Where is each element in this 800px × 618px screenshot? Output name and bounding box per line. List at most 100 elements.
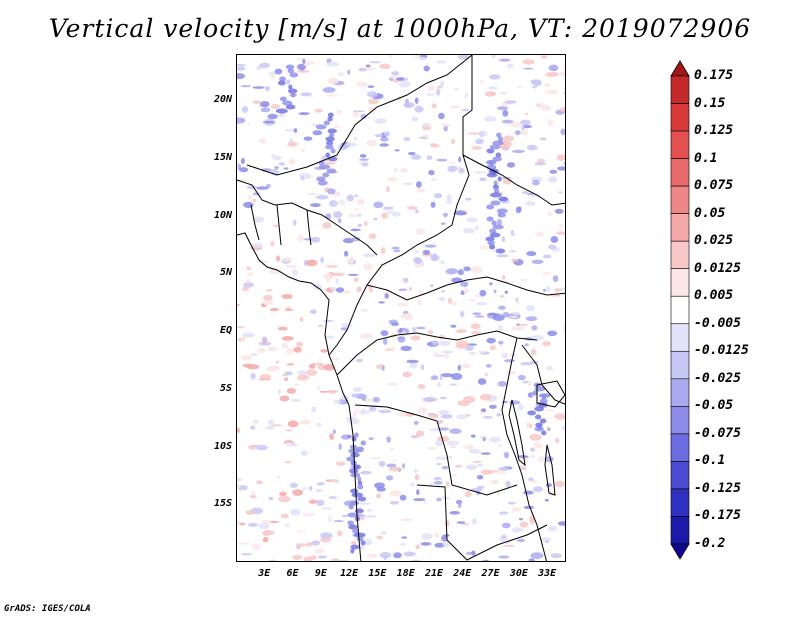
velocity-cell [284,461,292,464]
velocity-cell [312,130,323,136]
velocity-cell [488,404,497,409]
velocity-cell [533,442,542,449]
velocity-cell [290,92,296,98]
velocity-cell [373,201,384,208]
lat-tick-label: 10S [213,440,232,452]
velocity-cell [346,194,355,202]
velocity-cell [496,208,508,214]
velocity-cell [316,385,320,391]
velocity-cell [499,295,505,298]
velocity-cell [456,521,466,524]
velocity-cell [400,518,413,522]
velocity-cell [450,373,463,380]
velocity-cell [348,213,356,218]
velocity-cell [559,107,565,112]
velocity-cell [241,335,246,342]
velocity-cell [415,228,426,235]
velocity-cell [241,106,249,113]
velocity-cell [310,203,321,208]
velocity-cell [469,448,482,454]
velocity-cell [317,555,328,559]
velocity-cell [416,181,422,188]
velocity-cell [461,523,470,526]
velocity-cell [284,128,294,132]
velocity-cell [239,167,249,173]
colorbar-segment [670,185,690,214]
velocity-cell [480,452,491,455]
velocity-cell [493,289,497,294]
velocity-cell [440,414,453,419]
velocity-cell [267,113,278,120]
velocity-cell [328,496,338,499]
colorbar-segment [670,103,690,132]
lon-tick-label: 12E [340,568,359,579]
velocity-cell [326,140,334,146]
velocity-cell [546,285,551,293]
velocity-cell [510,258,519,262]
velocity-cell [479,411,486,415]
velocity-cell [434,532,440,539]
velocity-cell [340,323,353,328]
velocity-cell [521,130,529,136]
velocity-cell [237,326,245,329]
velocity-cell [340,395,349,401]
velocity-cell [495,248,506,254]
velocity-cell [536,158,545,164]
colorbar-segment [670,350,690,380]
lat-tick-label: 5S [219,382,232,394]
velocity-cell [381,365,385,371]
velocity-cell [486,337,496,344]
border-north [246,55,473,176]
border-sudan [462,154,565,206]
velocity-cell [542,341,551,347]
velocity-cell [285,104,296,110]
velocity-cell [470,331,482,335]
velocity-cell [457,400,470,407]
velocity-cell [512,311,520,316]
velocity-cell [511,527,523,533]
velocity-cell [360,440,366,446]
velocity-cell [262,530,270,536]
velocity-cell [243,201,254,208]
velocity-cell [498,196,509,202]
colorbar-segment [670,323,690,352]
velocity-cell [475,225,479,231]
velocity-cell [414,55,421,59]
velocity-cell [360,333,373,340]
velocity-cell [356,536,364,542]
velocity-cell [274,68,283,75]
colorbar-level-label: -0.0125 [694,343,749,359]
velocity-cell [547,525,558,532]
velocity-cell [466,217,478,223]
velocity-cell [414,258,422,265]
colorbar-level-label: -0.005 [694,315,741,331]
velocity-cell [459,311,465,318]
velocity-cell [323,120,330,126]
velocity-cell [271,153,275,158]
velocity-cell [260,107,271,113]
velocity-cell [285,429,293,432]
velocity-cell [373,217,378,221]
lat-tick-label: 10N [213,209,232,221]
velocity-cell [449,511,460,515]
velocity-cell [267,419,275,426]
velocity-cell [315,488,323,493]
velocity-cell [517,455,529,459]
velocity-cell [533,486,543,493]
velocity-cell [422,122,431,128]
velocity-cell [240,157,245,165]
velocity-cell [509,400,521,405]
velocity-cell [491,55,496,59]
velocity-cell [285,264,298,269]
velocity-cell [382,338,388,345]
velocity-cell [545,483,552,488]
velocity-cell [352,110,366,113]
velocity-cell [316,499,325,506]
velocity-cell [351,237,361,242]
velocity-cell [342,290,351,294]
velocity-cell [464,444,474,450]
velocity-cell [384,293,389,299]
velocity-cell [486,204,495,210]
velocity-cell [286,347,294,355]
velocity-cell [287,68,295,74]
